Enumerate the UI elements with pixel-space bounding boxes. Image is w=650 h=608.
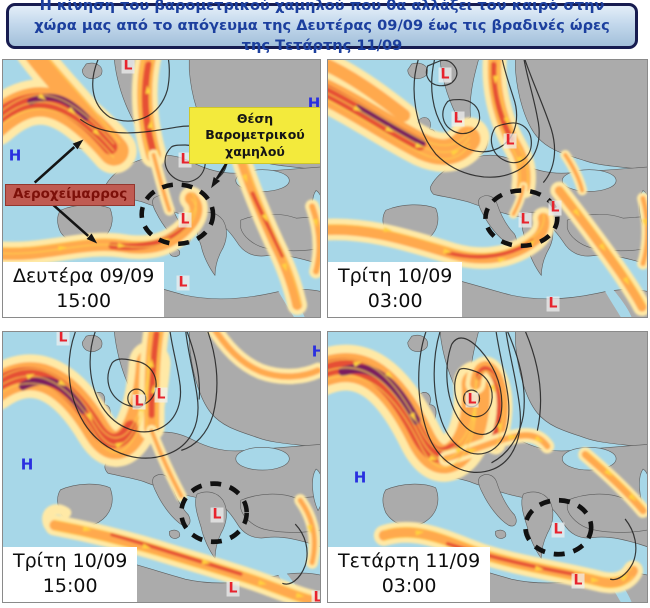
- low-pressure-marker: L: [465, 391, 479, 408]
- low-pressure-marker: L: [548, 199, 562, 216]
- high-pressure-marker: H: [8, 146, 22, 165]
- low-pressure-marker: L: [551, 521, 565, 538]
- low-position-dashed-circle: [523, 497, 594, 557]
- low-pressure-marker: L: [571, 572, 585, 589]
- weather-map-tuesday-day: [3, 332, 320, 602]
- low-pressure-marker: L: [121, 59, 135, 74]
- pressure-contours: [68, 332, 308, 585]
- high-pressure-marker: H: [312, 344, 320, 360]
- weather-map-tuesday-night: [328, 60, 647, 317]
- pressure-contours: [413, 60, 556, 183]
- low-pressure-marker: L: [311, 590, 320, 602]
- low-position-dashed-circle: [179, 481, 249, 545]
- timestamp-label: Τετάρτη 11/09 03:00: [328, 547, 491, 602]
- forecast-panel-wednesday-0300: L H L L Τετάρτη 11/09 03:00: [327, 331, 648, 603]
- jet-stream-bands: [3, 332, 320, 602]
- timestamp-time: 15:00: [42, 574, 98, 597]
- low-pressure-marker: L: [518, 211, 532, 228]
- low-pressure-marker: L: [178, 211, 192, 228]
- timestamp-label: Τρίτη 10/09 03:00: [328, 262, 463, 317]
- low-pressure-marker: L: [438, 66, 452, 83]
- high-pressure-marker: H: [20, 455, 34, 474]
- low-position-callout: Θέση Βαρομετρικού χαμηλού: [189, 107, 320, 164]
- forecast-panel-tuesday-1500: L L L H H L L L Τρίτη 10/09 15:00: [2, 331, 321, 603]
- weather-map-monday: [3, 60, 320, 317]
- title-banner: Η κίνηση του βαρομετρικού χαμηλού που θα…: [6, 0, 638, 54]
- low-pressure-marker: L: [546, 295, 560, 312]
- pressure-contours: [418, 332, 637, 581]
- forecast-panel-tuesday-0300: L L L L L L Τρίτη 10/09 03:00: [327, 59, 648, 318]
- weather-map-wednesday: [328, 332, 647, 602]
- jet-stream-bands: [328, 60, 647, 317]
- jet-stream-callout: Αεροχείμαρρος: [5, 184, 136, 206]
- timestamp-time: 15:00: [56, 289, 112, 312]
- jet-stream-bands: [328, 344, 647, 594]
- forecast-panel-monday-1500: H H L L L L Θέση Βαρομετρικού χαμηλού Αε…: [2, 59, 321, 318]
- low-position-dashed-circle: [483, 188, 560, 249]
- timestamp-date: Δευτέρα 09/09: [13, 265, 155, 288]
- low-pressure-marker: L: [451, 110, 465, 127]
- low-pressure-marker: L: [226, 580, 240, 597]
- low-pressure-marker: L: [178, 151, 192, 168]
- low-pressure-marker: L: [503, 132, 517, 149]
- timestamp-time: 03:00: [367, 289, 423, 312]
- low-pressure-marker: L: [132, 393, 146, 410]
- low-pressure-marker: L: [154, 386, 168, 403]
- low-position-dashed-circle: [139, 182, 216, 247]
- timestamp-date: Τρίτη 10/09: [338, 265, 453, 288]
- low-pressure-marker: L: [56, 331, 70, 346]
- timestamp-date: Τετάρτη 11/09: [338, 550, 481, 573]
- timestamp-label: Δευτέρα 09/09 15:00: [3, 262, 165, 317]
- jet-stream-bands: [3, 60, 320, 316]
- timestamp-time: 03:00: [381, 574, 437, 597]
- title-text: Η κίνηση του βαρομετρικού χαμηλού που θα…: [34, 0, 610, 55]
- timestamp-date: Τρίτη 10/09: [13, 550, 128, 573]
- low-pressure-marker: L: [210, 506, 224, 523]
- high-pressure-marker: H: [353, 468, 367, 487]
- timestamp-label: Τρίτη 10/09 15:00: [3, 547, 138, 602]
- low-pressure-marker: L: [176, 274, 190, 291]
